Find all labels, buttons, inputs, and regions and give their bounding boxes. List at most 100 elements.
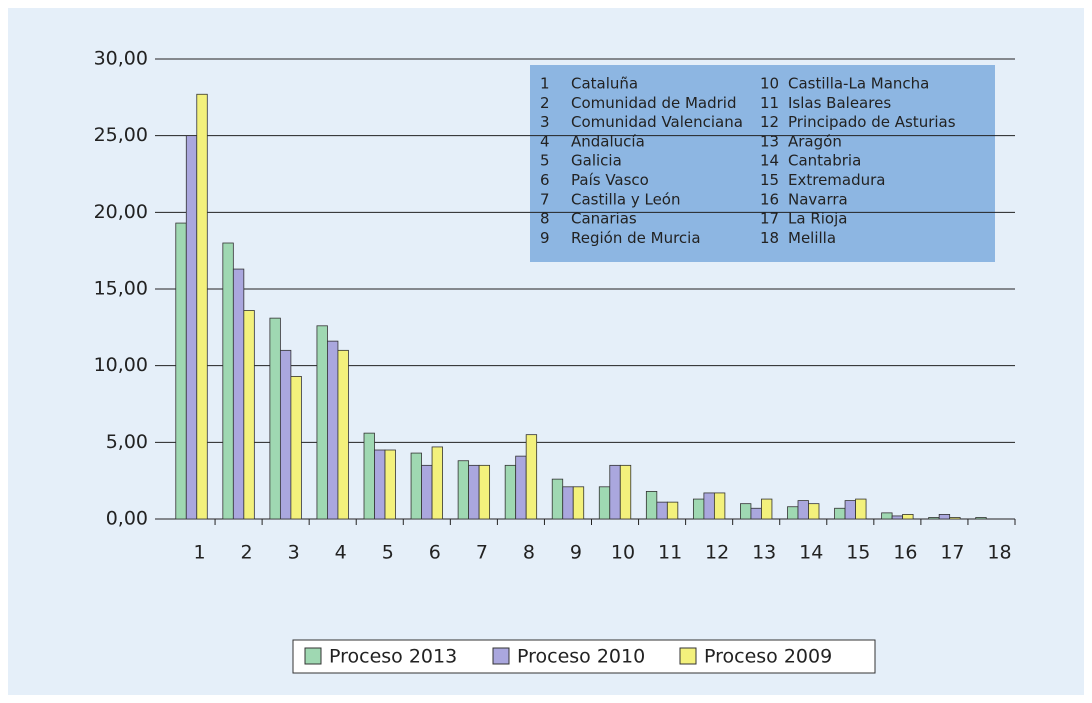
x-tick-label: 4 — [335, 542, 347, 564]
bar — [410, 452, 422, 520]
x-tick-label: 5 — [382, 542, 394, 564]
bar — [761, 498, 773, 520]
key-name: Melilla — [788, 229, 836, 247]
key-number: 18 — [760, 229, 779, 247]
key-number: 2 — [540, 94, 550, 112]
bar — [175, 222, 187, 520]
key-number: 12 — [760, 113, 779, 131]
bar — [327, 340, 339, 520]
bar — [881, 512, 893, 520]
bar — [232, 268, 245, 520]
bar — [787, 506, 799, 520]
legend-label: Proceso 2010 — [517, 646, 645, 668]
x-tick-label: 3 — [288, 542, 300, 564]
bar — [431, 446, 443, 520]
y-tick-label: 30,00 — [94, 48, 148, 70]
key-name: Cataluña — [571, 75, 638, 93]
key-name: Aragón — [788, 132, 842, 150]
key-number: 4 — [540, 132, 550, 150]
key-name: Castilla-La Mancha — [788, 75, 929, 93]
bar — [619, 464, 632, 520]
x-tick-label: 6 — [429, 542, 441, 564]
x-tick-label: 8 — [523, 542, 535, 564]
key-number: 7 — [540, 190, 550, 208]
key-name: Comunidad de Madrid — [571, 94, 736, 112]
key-box — [530, 65, 995, 262]
bar — [504, 464, 517, 520]
key-name: Navarra — [788, 190, 848, 208]
bar — [316, 325, 328, 520]
key-name: País Vasco — [571, 171, 649, 189]
key-name: Región de Murcia — [571, 229, 701, 247]
bar — [222, 242, 234, 520]
bar — [808, 503, 820, 520]
bar — [844, 500, 856, 520]
bar — [666, 501, 679, 520]
x-tick-label: 11 — [658, 542, 682, 564]
bar — [750, 507, 762, 520]
key-number: 6 — [540, 171, 550, 189]
x-tick-label: 1 — [193, 542, 205, 564]
key-name: Galicia — [571, 152, 622, 170]
x-tick-label: 7 — [476, 542, 488, 564]
key-number: 8 — [540, 210, 550, 228]
legend-swatch — [304, 647, 322, 665]
bar — [645, 490, 658, 520]
legend-swatch — [679, 647, 697, 665]
x-tick-label: 16 — [893, 542, 917, 564]
bar — [891, 515, 904, 520]
bar — [269, 317, 281, 520]
key-name: Comunidad Valenciana — [571, 113, 743, 131]
legend-label: Proceso 2013 — [329, 646, 457, 668]
x-tick-label: 18 — [987, 542, 1011, 564]
legend-label: Proceso 2009 — [704, 646, 832, 668]
bar — [363, 432, 375, 520]
bar — [834, 507, 846, 520]
x-tick-label: 2 — [241, 542, 253, 564]
key-number: 15 — [760, 171, 779, 189]
y-tick-label: 0,00 — [106, 508, 148, 530]
key-name: Canarias — [571, 210, 637, 228]
key-name: Extremadura — [788, 171, 886, 189]
key-name: Castilla y León — [571, 190, 680, 208]
bar — [421, 464, 433, 520]
bar — [290, 375, 302, 520]
bar — [337, 349, 349, 520]
key-number: 5 — [540, 152, 550, 170]
key-number: 14 — [760, 152, 779, 170]
legend-box — [292, 639, 876, 674]
bar — [797, 500, 809, 520]
bar — [572, 486, 585, 520]
bar — [692, 498, 705, 520]
key-name: Andalucía — [571, 132, 645, 150]
key-number: 17 — [760, 210, 779, 228]
bar — [938, 514, 951, 520]
bar — [525, 434, 538, 520]
y-tick-label: 20,00 — [94, 201, 148, 223]
x-tick-label: 9 — [570, 542, 582, 564]
bar — [551, 478, 564, 520]
x-tick-label: 10 — [611, 542, 635, 564]
bar — [515, 455, 527, 520]
bar — [478, 464, 491, 520]
bar — [598, 486, 611, 520]
key-number: 13 — [760, 132, 779, 150]
bar — [468, 464, 480, 520]
bar — [740, 503, 752, 520]
x-tick-label: 13 — [752, 542, 776, 564]
bar — [384, 449, 396, 520]
key-number: 16 — [760, 190, 779, 208]
bar — [902, 514, 914, 520]
bar — [374, 449, 386, 520]
bar — [949, 517, 961, 520]
key-number: 10 — [760, 75, 779, 93]
key-number: 3 — [540, 113, 550, 131]
bar — [243, 310, 255, 520]
x-tick-label: 14 — [799, 542, 823, 564]
bar — [975, 517, 987, 520]
bar — [457, 460, 470, 520]
x-tick-label: 17 — [940, 542, 964, 564]
key-number: 1 — [540, 75, 550, 93]
y-tick-label: 15,00 — [94, 278, 148, 300]
